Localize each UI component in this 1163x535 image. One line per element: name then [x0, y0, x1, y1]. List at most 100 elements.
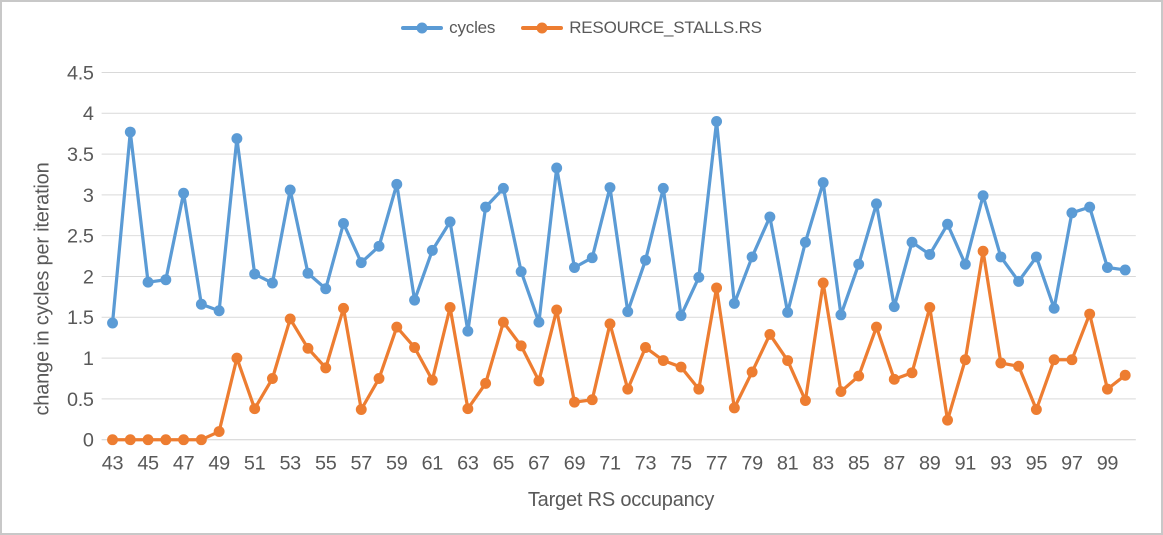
data-point-marker — [284, 313, 296, 325]
x-tick-label: 73 — [635, 452, 657, 474]
data-point-marker — [107, 434, 118, 446]
x-tick-label: 59 — [386, 452, 408, 474]
data-point-marker — [995, 357, 1007, 369]
data-point-marker — [728, 297, 740, 309]
x-tick-label: 75 — [670, 452, 692, 474]
data-point-marker — [551, 304, 563, 316]
x-tick-label: 43 — [102, 452, 124, 474]
legend-line-marker-resource-stalls-icon — [521, 22, 564, 34]
data-point-marker — [178, 187, 190, 199]
y-tick-label: 0 — [83, 430, 94, 452]
data-point-marker — [853, 258, 865, 270]
x-tick-label: 89 — [919, 452, 941, 474]
y-tick-label: 4.5 — [67, 62, 94, 84]
data-point-marker — [675, 310, 687, 322]
x-tick-label: 49 — [208, 452, 230, 474]
data-point-marker — [426, 244, 438, 256]
data-point-marker — [657, 355, 669, 367]
series-line-cycles — [110, 119, 1127, 333]
data-point-marker — [604, 182, 616, 193]
data-point-marker — [231, 352, 243, 364]
data-point-marker — [711, 282, 723, 294]
x-tick-label: 87 — [884, 452, 906, 474]
x-tick-label: 51 — [244, 452, 266, 474]
data-point-marker — [817, 177, 829, 189]
data-point-marker — [231, 133, 243, 145]
legend-item-resource-stalls: RESOURCE_STALLS.RS — [521, 18, 762, 38]
data-point-marker — [338, 217, 349, 229]
data-point-marker — [586, 252, 598, 264]
x-tick-label: 61 — [422, 452, 444, 474]
data-point-marker — [160, 274, 172, 286]
x-tick-label: 95 — [1026, 452, 1048, 474]
data-point-marker — [906, 236, 918, 248]
data-point-marker — [515, 340, 527, 352]
x-tick-label: 99 — [1097, 452, 1119, 474]
data-point-marker — [568, 262, 580, 273]
data-point-marker — [764, 328, 776, 340]
data-point-marker — [160, 434, 172, 446]
y-tick-label: 3.5 — [67, 144, 94, 166]
data-point-marker — [338, 302, 349, 314]
data-point-marker — [320, 362, 332, 374]
data-point-marker — [515, 266, 527, 278]
data-point-marker — [142, 276, 154, 288]
data-point-marker — [1030, 404, 1042, 415]
data-point-marker — [746, 251, 758, 263]
x-tick-label: 47 — [173, 452, 195, 474]
legend-label-cycles: cycles — [449, 18, 496, 37]
data-point-marker — [711, 115, 723, 127]
data-point-marker — [480, 377, 492, 389]
data-point-marker — [693, 383, 705, 395]
legend-dot-resource-stalls-icon — [536, 22, 548, 34]
data-point-marker — [302, 342, 314, 354]
data-point-marker — [1013, 360, 1025, 372]
data-point-marker — [1048, 354, 1060, 366]
data-point-marker — [977, 190, 989, 202]
data-point-marker — [995, 251, 1007, 263]
x-tick-label: 79 — [741, 452, 763, 474]
data-point-marker — [444, 216, 456, 228]
data-point-marker — [533, 316, 545, 328]
data-point-marker — [728, 402, 740, 414]
data-point-marker — [924, 248, 936, 260]
x-tick-label: 91 — [955, 452, 977, 474]
data-point-marker — [284, 184, 296, 196]
y-tick-label: 2 — [83, 266, 94, 288]
data-point-marker — [213, 426, 225, 438]
x-tick-label: 67 — [528, 452, 550, 474]
data-point-marker — [782, 355, 794, 367]
data-point-marker — [195, 434, 207, 446]
data-point-marker — [213, 305, 225, 317]
x-tick-label: 77 — [706, 452, 728, 474]
legend-label-resource-stalls: RESOURCE_STALLS.RS — [569, 18, 762, 37]
x-tick-label: 57 — [351, 452, 373, 474]
data-point-marker — [906, 367, 918, 379]
data-point-marker — [959, 354, 971, 366]
x-tick-label: 69 — [564, 452, 586, 474]
data-point-marker — [835, 386, 847, 398]
x-tick-label: 55 — [315, 452, 337, 474]
data-point-marker — [1119, 264, 1131, 276]
data-point-marker — [764, 211, 776, 223]
data-point-marker — [124, 126, 136, 138]
legend-line-marker-cycles-icon — [401, 22, 444, 34]
x-tick-label: 97 — [1061, 452, 1083, 474]
data-point-marker — [1101, 262, 1113, 273]
data-point-marker — [835, 309, 847, 321]
data-point-marker — [142, 434, 154, 446]
data-point-marker — [871, 198, 882, 210]
y-tick-label: 1 — [83, 348, 94, 370]
data-point-marker — [604, 318, 616, 330]
data-point-marker — [622, 306, 634, 318]
data-point-marker — [959, 258, 971, 270]
data-point-marker — [782, 306, 794, 318]
data-point-marker — [249, 403, 261, 415]
x-tick-label: 83 — [812, 452, 834, 474]
data-point-marker — [586, 394, 598, 406]
series-line-resource-stalls — [110, 249, 1127, 442]
data-point-marker — [640, 342, 651, 353]
chart-legend: cycles RESOURCE_STALLS.RS — [2, 18, 1161, 38]
